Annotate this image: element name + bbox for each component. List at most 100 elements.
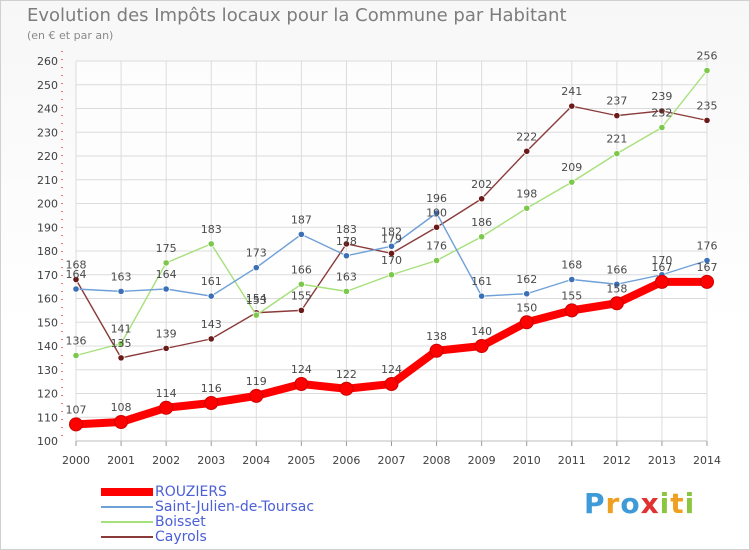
data-label: 170 xyxy=(651,254,672,267)
data-label: 161 xyxy=(471,275,492,288)
data-point xyxy=(69,417,83,432)
logo-letter: i xyxy=(659,487,671,520)
data-point xyxy=(252,311,260,319)
data-point xyxy=(478,233,486,241)
data-point xyxy=(387,242,396,250)
data-label: 183 xyxy=(201,223,222,236)
data-label: 155 xyxy=(291,289,312,302)
data-label: 140 xyxy=(471,325,492,338)
data-point xyxy=(613,112,621,120)
data-point xyxy=(703,116,711,124)
data-point xyxy=(564,303,579,318)
data-label: 168 xyxy=(66,259,87,272)
data-point xyxy=(297,230,305,238)
data-point xyxy=(523,204,531,212)
data-label: 155 xyxy=(561,289,582,302)
data-label: 143 xyxy=(201,318,222,331)
data-label: 162 xyxy=(516,273,537,286)
data-label: 164 xyxy=(66,268,87,281)
x-tick-label: 2003 xyxy=(197,454,225,467)
chart-subtitle: (en € et par an) xyxy=(27,29,114,42)
y-tick-label: 130 xyxy=(37,364,58,377)
data-label: 170 xyxy=(381,254,402,267)
data-point xyxy=(523,290,531,298)
data-point xyxy=(162,285,170,293)
data-point xyxy=(613,150,621,158)
data-label: 202 xyxy=(471,178,492,191)
data-label: 154 xyxy=(246,292,267,305)
y-tick-label: 230 xyxy=(37,126,58,139)
data-label: 183 xyxy=(336,223,357,236)
data-point xyxy=(432,209,441,217)
data-point xyxy=(613,280,621,288)
proxiti-logo: Proxiti xyxy=(584,487,695,520)
legend-label: ROUZIERS xyxy=(155,484,227,500)
data-label: 166 xyxy=(606,263,627,276)
data-label: 173 xyxy=(246,247,267,260)
data-label: 168 xyxy=(561,259,582,272)
x-tick-label: 2000 xyxy=(62,454,90,467)
data-label: 167 xyxy=(697,261,718,274)
data-point xyxy=(568,102,576,110)
data-point xyxy=(342,240,351,248)
y-tick-label: 190 xyxy=(37,221,58,234)
logo-letter: i xyxy=(684,487,696,520)
data-point xyxy=(117,354,125,362)
y-tick-label: 160 xyxy=(37,293,58,306)
data-point xyxy=(117,340,125,348)
data-point xyxy=(297,280,305,288)
data-label: 153 xyxy=(246,294,267,307)
data-label: 241 xyxy=(561,85,582,98)
data-point xyxy=(478,292,486,300)
data-label: 222 xyxy=(516,130,537,143)
x-tick-label: 2008 xyxy=(423,454,451,467)
data-label: 114 xyxy=(156,387,177,400)
x-tick-label: 2007 xyxy=(378,454,406,467)
logo-letter: x xyxy=(640,487,660,520)
data-label: 139 xyxy=(156,327,177,340)
legend-swatch xyxy=(101,506,153,508)
y-tick-label: 220 xyxy=(37,150,58,163)
chart-title: Evolution des Impôts locaux pour la Comm… xyxy=(27,5,567,26)
y-tick-label: 170 xyxy=(37,269,58,282)
logo-letter: o xyxy=(620,487,641,520)
data-label: 107 xyxy=(66,403,87,416)
y-tick-label: 110 xyxy=(37,411,58,424)
data-point xyxy=(519,315,534,330)
data-point xyxy=(429,343,444,358)
data-point xyxy=(384,377,399,391)
data-label: 150 xyxy=(516,301,537,314)
data-label: 163 xyxy=(111,270,132,283)
data-label: 221 xyxy=(606,133,627,146)
data-label: 237 xyxy=(606,95,627,108)
y-tick-label: 250 xyxy=(37,79,58,92)
data-point xyxy=(700,274,714,289)
logo-letter: t xyxy=(670,487,685,520)
data-label: 176 xyxy=(697,240,718,253)
data-label: 209 xyxy=(561,161,582,174)
data-label: 163 xyxy=(336,270,357,283)
y-tick-label: 200 xyxy=(37,198,58,211)
y-tick-label: 210 xyxy=(37,174,58,187)
data-point xyxy=(72,275,80,284)
data-point xyxy=(162,344,170,352)
x-tick-label: 2010 xyxy=(513,454,541,467)
data-label: 232 xyxy=(651,107,672,120)
data-point xyxy=(294,377,309,391)
line-chart: 100 110 120 130 140 150 160 170 180 190 200 210 220 2… xyxy=(37,50,721,468)
x-tick-label: 2004 xyxy=(242,454,270,467)
y-tick-label: 150 xyxy=(37,316,58,329)
data-point xyxy=(478,195,486,203)
data-point xyxy=(568,178,576,186)
x-tick-label: 2006 xyxy=(332,454,360,467)
data-label: 167 xyxy=(651,261,672,274)
logo-letter: P xyxy=(584,487,606,520)
data-point xyxy=(252,264,260,272)
y-tick-label: 240 xyxy=(37,103,58,116)
data-label: 161 xyxy=(201,275,222,288)
data-label: 176 xyxy=(426,240,447,253)
data-label: 122 xyxy=(336,368,357,381)
legend-label: Saint-Julien-de-Toursac xyxy=(155,499,315,515)
data-point xyxy=(342,287,351,295)
